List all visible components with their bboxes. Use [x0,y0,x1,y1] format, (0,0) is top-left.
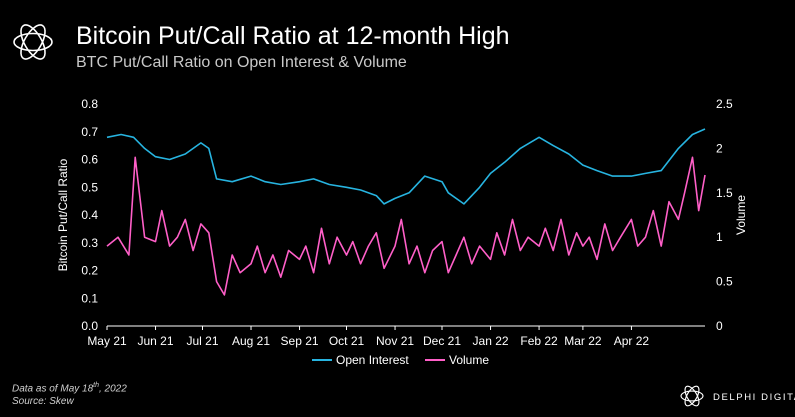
x-tick-label: Oct 21 [329,334,365,348]
legend-label-volume: Volume [449,353,489,367]
y-right-tick-label: 2.5 [716,97,733,111]
y-right-tick-label: 0 [716,319,723,333]
y-right-tick-label: 2 [716,141,723,155]
x-tick-label: Aug 21 [232,334,270,348]
footnote-source: Source: Skew [12,396,74,408]
chart-title: Bitcoin Put/Call Ratio at 12-month High [76,22,510,50]
brand-name: DELPHI DIGITAL [713,392,795,403]
y-left-tick-label: 0.4 [81,208,98,222]
y-right-tick-label: 1 [716,230,723,244]
y-right-tick-label: 0.5 [716,275,733,289]
y-left-tick-label: 0.3 [81,236,98,250]
y-left-tick-label: 0.7 [81,125,98,139]
y-left-tick-label: 0.1 [81,291,98,305]
footnote-date: Data as of May 18th, 2022 [12,382,127,395]
legend: Open Interest Volume [312,353,489,367]
legend-label-open-interest: Open Interest [336,353,409,367]
brand-logo-icon [680,385,704,407]
y-right-tick-label: 1.5 [716,186,733,200]
x-tick-label: May 21 [87,334,127,348]
x-tick-label: Sep 21 [281,334,319,348]
y-left-tick-label: 0.5 [81,180,98,194]
y-right-ticks: 0 0.5 1 1.5 2 2.5 [716,97,733,333]
x-tick-label: Nov 21 [376,334,414,348]
series-group [106,128,706,296]
y-left-tick-label: 0.0 [81,319,98,333]
y-left-tick-label: 0.8 [81,97,98,111]
x-tick-label: Jul 21 [186,334,218,348]
y-left-ticks: 0.0 0.1 0.2 0.3 0.4 0.5 0.6 0.7 0.8 [81,97,98,333]
series-line-volume [106,156,706,296]
x-tick-label: Mar 22 [564,334,602,348]
x-tick-label: Dec 21 [423,334,461,348]
y-left-axis-title: Bitcoin Put/Call Ratio [56,158,70,271]
chart-subtitle: BTC Put/Call Ratio on Open Interest & Vo… [76,54,407,71]
x-tick-label: Jan 22 [473,334,509,348]
series-line-open-interest [106,128,706,205]
footnote: Data as of May 18th, 2022 Source: Skew [12,379,127,408]
y-right-axis-title: Volume [734,195,748,235]
y-left-tick-label: 0.6 [81,153,98,167]
y-left-tick-label: 0.2 [81,264,98,278]
x-tick-label: Jun 21 [138,334,174,348]
x-tick-label: Apr 22 [614,334,650,348]
x-tick-label: Feb 22 [520,334,558,348]
x-ticks: May 21 Jun 21 Jul 21 Aug 21 Sep 21 Oct 21 Nov … [87,326,649,348]
company-logo-icon [13,24,53,60]
